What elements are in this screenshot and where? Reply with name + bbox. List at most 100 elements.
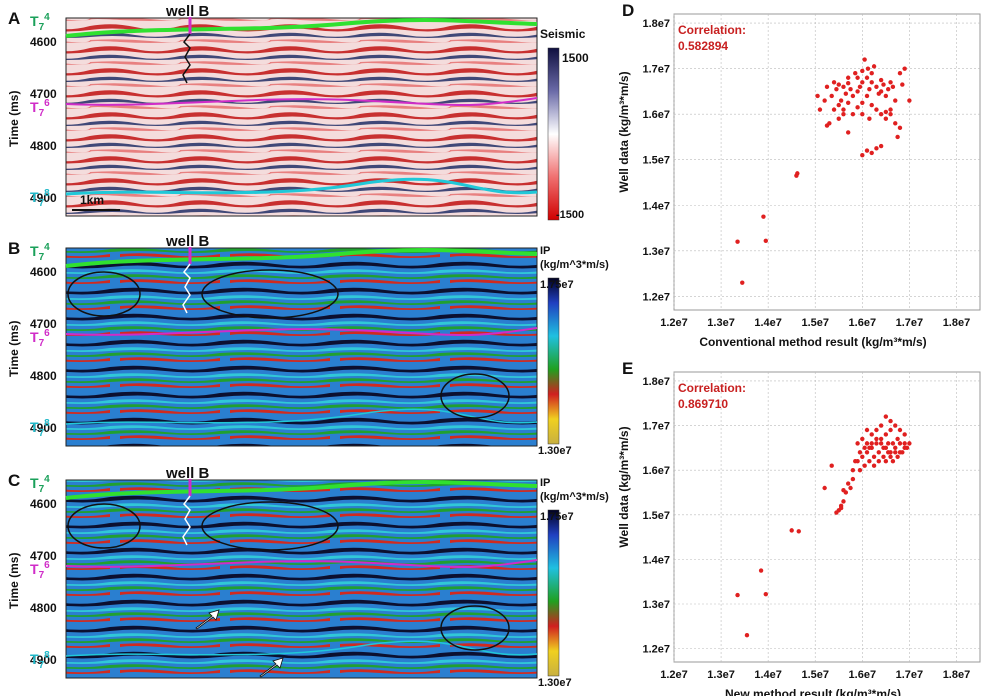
- colorbar-title: IP: [540, 245, 550, 257]
- scatter-point: [895, 134, 900, 140]
- x-tick-label: 1.5e7: [801, 317, 829, 329]
- scatter-point: [888, 450, 893, 455]
- scatter-point: [850, 476, 856, 482]
- scatter-point: [831, 80, 837, 85]
- horizon-label: T74: [30, 242, 50, 263]
- scatter-point: [763, 238, 768, 243]
- scatter-point: [855, 89, 860, 94]
- y-tick-label: 1.4e7: [642, 554, 670, 566]
- scatter-point: [824, 84, 830, 90]
- scatter-point: [871, 64, 877, 69]
- horizon-t74-line: [65, 479, 538, 500]
- scatter-point: [857, 84, 863, 90]
- x-tick-label: 1.8e7: [943, 317, 971, 329]
- horizon-label: T74: [30, 474, 50, 495]
- scatter-point: [869, 441, 874, 446]
- scatter-point: [902, 432, 907, 437]
- scatter-point: [744, 633, 750, 638]
- scatter-point: [836, 116, 841, 121]
- scatter-point: [883, 445, 889, 451]
- x-tick-label: 1.6e7: [849, 669, 877, 681]
- y-tick-label: 1.3e7: [642, 599, 670, 611]
- colorbar-title: Seismic: [540, 27, 586, 41]
- scatter-point: [890, 84, 896, 90]
- scatter-point: [829, 93, 834, 99]
- scatter-point: [857, 450, 863, 455]
- x-tick-label: 1.7e7: [896, 317, 924, 329]
- plot-area: [673, 13, 981, 311]
- colorbar-min-label: 1.30e7: [538, 677, 572, 689]
- scatter-point: [735, 239, 740, 244]
- horizon-t76-line: [65, 97, 538, 107]
- scatter-point: [886, 86, 891, 92]
- scatter-point: [871, 463, 877, 468]
- plot-area: [673, 371, 981, 663]
- x-tick-label: 1.2e7: [660, 317, 688, 329]
- scatter-point: [841, 488, 846, 493]
- scatter-point: [845, 100, 851, 106]
- scatter-point: [845, 81, 851, 86]
- scatter-point: [860, 68, 865, 74]
- scatter-point: [829, 463, 834, 468]
- y-tick-label: 1.7e7: [642, 64, 670, 76]
- scatter-point: [883, 414, 889, 419]
- time-axis-label: Time (ms): [7, 553, 21, 609]
- x-tick-label: 1.4e7: [754, 317, 782, 329]
- scatter-point: [855, 441, 860, 446]
- scatter-point: [897, 427, 903, 433]
- scatter-point: [876, 91, 881, 96]
- panel-letter: A: [8, 9, 20, 28]
- well-log-trace: [182, 33, 191, 84]
- scatter-point: [871, 454, 877, 459]
- scatter-point: [902, 66, 907, 71]
- scatter-point: [883, 93, 889, 99]
- scatter-point: [864, 450, 870, 455]
- scatter-point: [796, 529, 801, 534]
- scatter-point: [869, 150, 874, 156]
- scatter-point: [850, 111, 856, 117]
- scatter-point: [824, 123, 830, 128]
- scatter-point: [897, 125, 903, 131]
- y-tick-label: 1.8e7: [642, 376, 670, 388]
- time-tick-label: 4600: [30, 497, 57, 511]
- scatter-chart-d: D 1.2e7 1.3e7 1.4e7 1.5e7 1.6e7 1.7e7 1.8e7 1.2e…: [617, 1, 981, 349]
- scatter-point: [874, 84, 879, 90]
- correlation-label: Correlation:: [678, 23, 746, 37]
- well-log-trace: [182, 495, 191, 546]
- time-tick-label: 4600: [30, 265, 57, 279]
- correlation-value: 0.582894: [678, 39, 728, 53]
- x-tick-label: 1.2e7: [660, 669, 688, 681]
- scatter-point: [860, 454, 865, 459]
- scatter-point: [883, 432, 889, 437]
- scatter-point: [836, 102, 841, 108]
- y-tick-label: 1.6e7: [642, 109, 670, 121]
- scatter-point: [845, 75, 851, 80]
- scatter-point: [789, 528, 794, 533]
- time-axis-label: Time (ms): [7, 91, 21, 147]
- scatter-point: [883, 459, 889, 464]
- scatter-point: [869, 80, 874, 85]
- scatter-point: [860, 100, 865, 106]
- y-tick-label: 1.2e7: [642, 644, 670, 656]
- scatter-point: [841, 107, 846, 112]
- well-log-trace: [182, 263, 191, 314]
- scatter-point: [834, 86, 839, 92]
- scatter-point: [843, 91, 849, 96]
- y-axis-label: Well data (kg/m³*m/s): [617, 71, 631, 192]
- horizon-t78-line: [65, 640, 538, 657]
- scatter-point: [822, 485, 827, 491]
- scatter-point: [862, 445, 867, 451]
- colorbar: [547, 509, 560, 677]
- y-axis-label: Well data (kg/m³*m/s): [617, 426, 631, 547]
- arrow-marker: [195, 609, 220, 630]
- y-tick-label: 1.8e7: [642, 18, 670, 30]
- scatter-point: [874, 427, 879, 433]
- scatter-point: [740, 280, 745, 285]
- highlight-ellipse: [201, 501, 339, 551]
- scatter-point: [763, 591, 768, 597]
- scatter-point: [878, 436, 884, 442]
- scatter-point: [881, 82, 886, 87]
- horizon-t76-line: [65, 559, 538, 569]
- scatter-point: [897, 450, 903, 455]
